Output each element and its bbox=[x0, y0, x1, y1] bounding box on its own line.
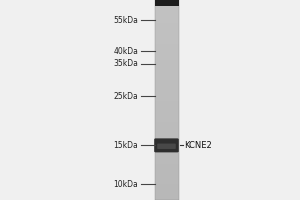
Text: 15kDa: 15kDa bbox=[113, 141, 138, 150]
Bar bbox=[154, 106, 178, 112]
Text: 55kDa: 55kDa bbox=[113, 16, 138, 25]
Bar bbox=[154, 153, 178, 158]
Text: 25kDa: 25kDa bbox=[113, 92, 138, 101]
Bar bbox=[154, 158, 178, 164]
Bar bbox=[154, 44, 178, 49]
Bar bbox=[154, 86, 178, 91]
Text: 10kDa: 10kDa bbox=[113, 180, 138, 189]
Bar bbox=[154, 34, 178, 39]
Bar bbox=[154, 174, 178, 179]
Bar bbox=[154, 122, 178, 127]
FancyBboxPatch shape bbox=[154, 138, 179, 152]
Bar bbox=[154, 39, 178, 44]
Bar bbox=[154, 138, 178, 143]
Text: KCNE2: KCNE2 bbox=[184, 141, 212, 150]
Bar bbox=[154, 101, 178, 106]
Bar bbox=[154, 18, 178, 23]
Bar bbox=[154, 54, 178, 60]
Bar bbox=[154, 117, 178, 122]
Bar bbox=[154, 132, 178, 138]
Bar bbox=[154, 60, 178, 65]
Bar bbox=[154, 49, 178, 54]
Bar bbox=[154, 80, 178, 86]
Bar bbox=[154, 127, 178, 132]
Bar bbox=[154, 0, 178, 2]
Bar bbox=[154, 148, 178, 153]
Bar bbox=[154, 2, 178, 8]
Bar bbox=[154, 179, 178, 184]
Bar bbox=[154, 190, 178, 195]
Text: 40kDa: 40kDa bbox=[113, 47, 138, 56]
Bar bbox=[154, 184, 178, 190]
Bar bbox=[154, 112, 178, 117]
Bar bbox=[154, 0, 178, 6]
Bar bbox=[154, 65, 178, 70]
FancyBboxPatch shape bbox=[157, 144, 176, 149]
Bar bbox=[154, 70, 178, 75]
Bar bbox=[154, 143, 178, 148]
Bar bbox=[154, 8, 178, 13]
Bar bbox=[154, 164, 178, 169]
Bar bbox=[154, 91, 178, 96]
Bar bbox=[154, 28, 178, 34]
Text: 35kDa: 35kDa bbox=[113, 59, 138, 68]
Bar bbox=[154, 169, 178, 174]
Bar bbox=[154, 0, 178, 200]
Bar bbox=[154, 96, 178, 101]
Bar bbox=[154, 195, 178, 200]
Bar bbox=[154, 23, 178, 28]
Bar bbox=[154, 75, 178, 80]
Bar bbox=[154, 13, 178, 18]
